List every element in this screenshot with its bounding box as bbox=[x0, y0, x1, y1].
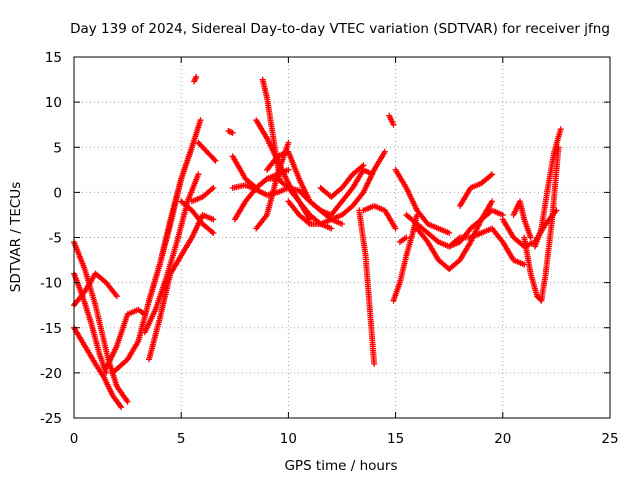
marker-trail bbox=[103, 306, 148, 372]
marker-trail bbox=[178, 198, 217, 236]
y-tick-label: -25 bbox=[40, 411, 62, 427]
y-axis-label: SDTVAR / TECUs bbox=[8, 182, 24, 292]
series-track-19 bbox=[253, 117, 313, 223]
marker-trail bbox=[191, 73, 200, 85]
marker-trail bbox=[396, 234, 410, 245]
series-track-28 bbox=[392, 166, 453, 236]
series-track-23 bbox=[317, 162, 367, 200]
grid-lines bbox=[74, 57, 610, 418]
marker-trail bbox=[225, 128, 236, 136]
x-tick-label: 0 bbox=[70, 431, 79, 447]
marker-trail bbox=[521, 144, 562, 304]
series-track-21 bbox=[264, 148, 376, 218]
marker-trail bbox=[360, 202, 399, 232]
marker-trail bbox=[188, 184, 217, 205]
y-tick-label: -20 bbox=[40, 366, 62, 382]
series-track-13 bbox=[191, 73, 200, 85]
x-axis-ticks: 0 5 10 15 20 25 bbox=[70, 57, 619, 447]
series-track-26 bbox=[386, 112, 397, 128]
y-tick-label: -5 bbox=[49, 231, 62, 247]
x-tick-label: 10 bbox=[280, 431, 297, 447]
series-track-33 bbox=[456, 171, 496, 209]
series-track-14 bbox=[225, 128, 236, 136]
marker-trail bbox=[510, 198, 534, 241]
series-track-22 bbox=[285, 148, 388, 227]
series-track-25 bbox=[360, 202, 399, 232]
marker-trail bbox=[446, 225, 528, 268]
chart-title: Day 139 of 2024, Sidereal Day-to-day VTE… bbox=[70, 21, 610, 37]
x-tick-label: 25 bbox=[601, 431, 618, 447]
marker-trail bbox=[317, 162, 367, 200]
y-tick-label: 10 bbox=[45, 95, 62, 111]
series-track-7 bbox=[141, 171, 202, 336]
marker-trail bbox=[195, 139, 219, 164]
y-axis-ticks: -25 -20 -15 -10 -5 0 5 10 15 bbox=[40, 50, 610, 427]
y-tick-label: 5 bbox=[53, 140, 62, 156]
marker-trail bbox=[285, 148, 388, 227]
marker-trail bbox=[146, 117, 204, 304]
marker-trail bbox=[532, 126, 564, 250]
x-tick-label: 20 bbox=[494, 431, 511, 447]
y-tick-label: -10 bbox=[40, 276, 62, 292]
series-track-10 bbox=[178, 198, 217, 236]
y-tick-label: 0 bbox=[53, 185, 62, 201]
x-tick-label: 15 bbox=[387, 431, 404, 447]
marker-trail bbox=[71, 239, 131, 405]
marker-trail bbox=[141, 171, 202, 336]
marker-trail bbox=[386, 112, 397, 128]
marker-trail bbox=[356, 207, 378, 367]
data-markers bbox=[71, 73, 564, 411]
series-track-32 bbox=[446, 225, 528, 268]
series-track-12 bbox=[195, 139, 219, 164]
series-track-1 bbox=[71, 239, 131, 405]
series-track-29 bbox=[396, 234, 410, 245]
series-track-24 bbox=[356, 207, 378, 367]
y-tick-label: -15 bbox=[40, 321, 62, 337]
marker-trail bbox=[414, 198, 496, 273]
marker-trail bbox=[456, 171, 496, 209]
series-track-8 bbox=[146, 117, 204, 304]
series-track-35 bbox=[521, 144, 562, 304]
series-track-5 bbox=[103, 306, 148, 372]
x-axis-label: GPS time / hours bbox=[284, 458, 397, 474]
marker-trail bbox=[392, 166, 453, 236]
x-tick-label: 5 bbox=[177, 431, 186, 447]
marker-trail bbox=[253, 117, 313, 223]
series-track-31 bbox=[414, 198, 496, 273]
series-track-36 bbox=[532, 126, 564, 250]
series-track-11 bbox=[188, 184, 217, 205]
y-tick-label: 15 bbox=[45, 50, 62, 66]
series-track-37 bbox=[510, 198, 534, 241]
marker-trail bbox=[264, 148, 376, 218]
